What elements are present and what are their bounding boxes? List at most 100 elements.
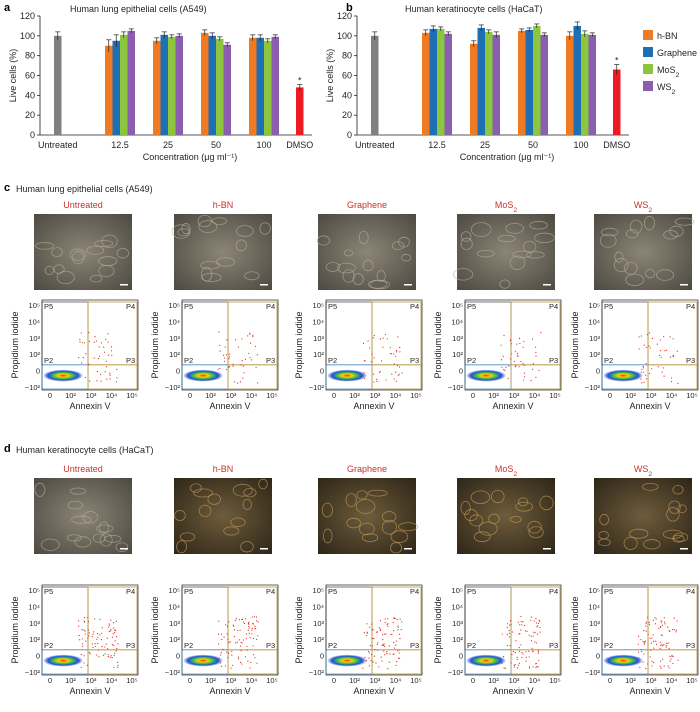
- event-dot: [241, 642, 243, 644]
- event-dot: [538, 649, 540, 651]
- cell-outline: [244, 271, 260, 281]
- event-dot: [97, 649, 100, 651]
- event-dot: [101, 632, 103, 634]
- event-dot: [233, 629, 236, 631]
- x-axis-label: Concentration (μg ml⁻¹): [143, 152, 237, 162]
- event-dot: [399, 657, 401, 659]
- event-dot: [396, 364, 399, 367]
- cell-outline: [642, 482, 659, 491]
- flow-y-axis-label: Propidium iodide: [570, 311, 580, 378]
- cell-outline: [243, 487, 257, 498]
- bar-graphene: [573, 25, 581, 136]
- event-dot: [663, 621, 666, 623]
- cell-outline: [207, 493, 221, 505]
- event-dot: [107, 653, 109, 656]
- event-dot: [240, 650, 242, 652]
- cell-outline: [460, 500, 471, 515]
- event-dot: [219, 350, 221, 352]
- event-dot: [661, 371, 663, 373]
- gate-label-p2: P2: [328, 641, 337, 650]
- flow-x-axis-label: Annexin V: [629, 401, 670, 411]
- event-dot: [382, 634, 384, 636]
- event-dot: [398, 652, 400, 654]
- event-dot: [675, 631, 677, 633]
- event-dot: [648, 345, 650, 347]
- event-dot: [662, 645, 664, 647]
- event-dot: [503, 334, 505, 336]
- event-dot: [83, 616, 86, 619]
- event-dot: [393, 378, 395, 380]
- cell-outline: [98, 264, 115, 278]
- event-dot: [244, 618, 247, 620]
- flow-y-tick-label: −10²: [585, 668, 601, 677]
- event-dot: [378, 372, 381, 374]
- event-dot: [533, 631, 535, 633]
- flow-y-tick-label: 10⁵: [452, 586, 463, 595]
- event-dot: [369, 645, 371, 647]
- cell-outline: [497, 235, 516, 243]
- cell-outline: [369, 279, 390, 290]
- event-dot: [117, 666, 119, 668]
- gate-p3: [371, 364, 422, 390]
- flow-y-tick-label: −10²: [309, 383, 325, 392]
- event-dot: [651, 665, 653, 667]
- bar-ws2: [588, 34, 596, 135]
- event-dot: [108, 354, 110, 356]
- gate-p3: [510, 364, 561, 390]
- legend: h-BN Graphene MoS2 WS2: [643, 30, 697, 96]
- event-dot: [111, 636, 114, 638]
- event-dot: [519, 624, 521, 626]
- event-dot: [639, 666, 641, 669]
- flow-x-tick-label: 10³: [226, 676, 237, 685]
- event-dot: [380, 656, 382, 658]
- event-dot: [99, 634, 101, 636]
- event-dot: [217, 368, 219, 370]
- event-dot: [646, 333, 648, 336]
- event-dot: [663, 617, 665, 619]
- flow-y-tick-label: 10⁴: [451, 602, 463, 611]
- event-dot: [393, 641, 395, 644]
- cell-outline: [645, 268, 655, 279]
- event-dot: [535, 663, 537, 665]
- event-dot: [655, 643, 658, 645]
- event-dot: [376, 631, 379, 633]
- event-dot: [383, 650, 385, 652]
- event-dot: [100, 380, 102, 382]
- event-dot: [372, 637, 374, 640]
- scale-bar: [543, 548, 551, 550]
- event-dot: [399, 351, 401, 353]
- event-dot: [393, 630, 395, 632]
- event-dot: [248, 352, 250, 355]
- event-dot: [508, 365, 510, 367]
- cell-outline: [452, 268, 474, 281]
- event-dot: [105, 360, 107, 363]
- event-dot: [233, 381, 235, 383]
- event-dot: [395, 380, 397, 382]
- event-dot: [229, 641, 231, 643]
- flow-x-tick-label: 10²: [205, 676, 216, 685]
- event-dot: [220, 652, 222, 654]
- event-dot: [670, 655, 673, 657]
- event-dot: [400, 628, 402, 631]
- flow-y-tick-label: −10²: [165, 383, 181, 392]
- event-dot: [660, 644, 662, 647]
- cell-outline: [189, 483, 202, 493]
- event-dot: [509, 339, 511, 341]
- event-dot: [393, 617, 395, 619]
- event-dot: [382, 644, 384, 647]
- event-dot: [247, 335, 249, 337]
- bar-ws2: [175, 35, 183, 136]
- flow-y-tick-label: 10⁴: [28, 602, 40, 611]
- scale-bar: [543, 284, 551, 286]
- bar-mos2: [264, 40, 272, 135]
- event-dot: [228, 366, 230, 369]
- gate-label-p4: P4: [686, 302, 695, 311]
- event-dot: [531, 338, 534, 340]
- bar-graphene: [525, 29, 533, 136]
- event-dot: [114, 629, 116, 631]
- event-dot: [526, 630, 528, 632]
- flow-y-tick-label: 10³: [589, 619, 600, 628]
- event-dot: [507, 377, 509, 379]
- event-dot: [394, 617, 396, 620]
- event-dot: [239, 629, 241, 631]
